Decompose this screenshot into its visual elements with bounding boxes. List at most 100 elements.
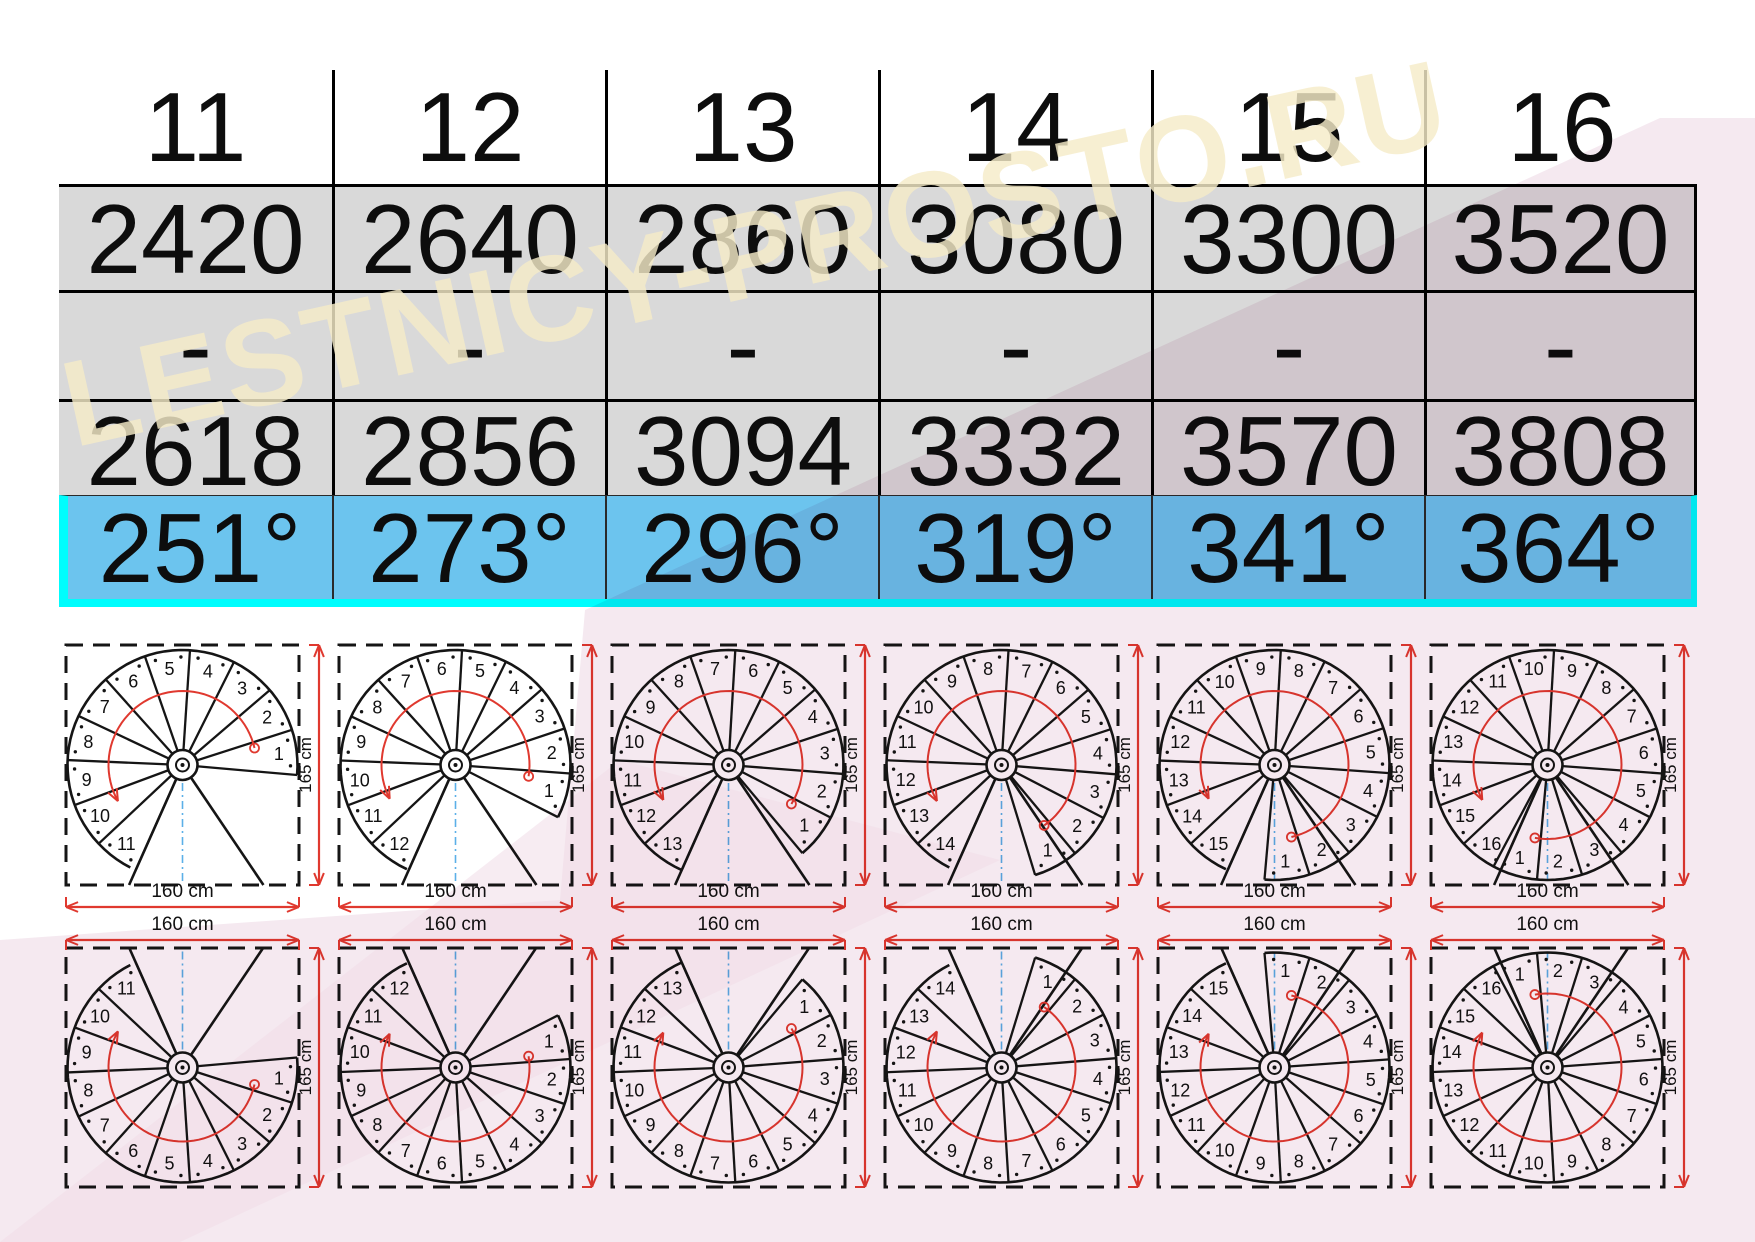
rotation-cell-value: 319° bbox=[914, 492, 1117, 603]
rotation-cell: 319° bbox=[878, 495, 1151, 599]
step-number: 1 bbox=[1043, 840, 1053, 860]
step-number: 3 bbox=[1090, 1031, 1100, 1051]
step-number: 6 bbox=[748, 1151, 758, 1171]
step-number: 7 bbox=[1627, 1106, 1637, 1126]
step-number: 3 bbox=[535, 707, 545, 727]
height-max-cell-value: 3094 bbox=[633, 396, 852, 506]
rotation-cell-value: 273° bbox=[368, 492, 571, 603]
step-number: 10 bbox=[90, 806, 110, 826]
step-number: 7 bbox=[1627, 707, 1637, 727]
height-max-cell: 3332 bbox=[878, 402, 1151, 500]
step-number: 12 bbox=[389, 834, 409, 854]
step-number: 7 bbox=[710, 1154, 720, 1174]
step-number: 6 bbox=[437, 1154, 447, 1174]
step-number: 10 bbox=[350, 1042, 370, 1062]
range-dash-cell: - bbox=[332, 293, 605, 399]
height-max-cell: 3570 bbox=[1151, 402, 1424, 500]
step-number: 9 bbox=[82, 1042, 92, 1062]
step-count-cell-value: 12 bbox=[415, 72, 525, 182]
step-number: 5 bbox=[1636, 781, 1646, 801]
range-dash-cell: - bbox=[1151, 293, 1424, 399]
step-number: 2 bbox=[547, 1070, 557, 1090]
step-number: 5 bbox=[165, 1154, 175, 1174]
step-number: 14 bbox=[1182, 806, 1202, 826]
step-number: 9 bbox=[1256, 1154, 1266, 1174]
step-count-cell-value: 11 bbox=[144, 72, 247, 182]
height-max-cell-value: 2856 bbox=[360, 396, 579, 506]
step-number: 5 bbox=[475, 661, 485, 681]
step-number: 6 bbox=[128, 671, 138, 691]
step-number: 2 bbox=[1072, 816, 1082, 836]
step-number: 2 bbox=[547, 743, 557, 763]
step-number: 10 bbox=[914, 697, 934, 717]
table-row-height-min: 2420 2640 2860 3080 3300 3520 bbox=[59, 184, 1697, 290]
step-number: 6 bbox=[1639, 1070, 1649, 1090]
height-max-cell-value: 3570 bbox=[1179, 396, 1398, 506]
height-dimension-label: 165 cm bbox=[842, 1040, 861, 1096]
step-number: 13 bbox=[1169, 1042, 1189, 1062]
step-number: 14 bbox=[935, 834, 955, 854]
step-number: 5 bbox=[783, 678, 793, 698]
width-dimension-label: 160 cm bbox=[697, 881, 759, 902]
range-dash-cell-value: - bbox=[1272, 291, 1306, 401]
step-number: 1 bbox=[799, 997, 809, 1017]
step-number: 11 bbox=[623, 770, 642, 790]
step-number: 1 bbox=[1515, 848, 1525, 868]
step-number: 9 bbox=[947, 672, 957, 692]
height-max-cell-value: 3332 bbox=[906, 396, 1125, 506]
width-dimension-label: 160 cm bbox=[1516, 881, 1578, 902]
height-dimension-label: 165 cm bbox=[1115, 737, 1134, 793]
step-number: 5 bbox=[475, 1151, 485, 1171]
height-min-cell-value: 2640 bbox=[360, 183, 579, 294]
step-number: 1 bbox=[274, 1068, 284, 1088]
step-number: 8 bbox=[983, 659, 993, 679]
step-number: 3 bbox=[1589, 840, 1599, 860]
step-number: 4 bbox=[1093, 1069, 1103, 1089]
step-number: 8 bbox=[83, 732, 93, 752]
range-dash-cell-value: - bbox=[1544, 291, 1577, 401]
step-number: 12 bbox=[636, 806, 656, 826]
step-number: 11 bbox=[1187, 1115, 1206, 1135]
height-dimension-label: 165 cm bbox=[296, 1040, 315, 1096]
step-number: 9 bbox=[645, 697, 655, 717]
step-number: 10 bbox=[624, 1080, 644, 1100]
step-number: 12 bbox=[896, 1042, 916, 1062]
height-dimension-label: 165 cm bbox=[569, 737, 588, 793]
step-number: 4 bbox=[1619, 815, 1629, 835]
step-number: 9 bbox=[947, 1141, 957, 1161]
step-number: 2 bbox=[817, 781, 827, 801]
step-count-cell: 16 bbox=[1424, 70, 1697, 184]
step-number: 10 bbox=[1215, 1141, 1235, 1161]
step-number: 6 bbox=[1353, 1106, 1363, 1126]
step-number: 4 bbox=[203, 1151, 213, 1171]
step-number: 9 bbox=[1567, 1151, 1577, 1171]
staircase-plan-bottom-11: 123 4 5 678 9 10 11 165 cm 160 cm bbox=[64, 914, 325, 1189]
rotation-cell-value: 251° bbox=[98, 492, 302, 603]
height-min-cell: 2860 bbox=[605, 187, 878, 290]
step-number: 3 bbox=[1589, 973, 1599, 993]
step-number: 6 bbox=[1056, 1134, 1066, 1154]
step-number: 5 bbox=[1081, 1105, 1091, 1125]
step-number: 8 bbox=[1601, 1135, 1611, 1155]
step-number: 2 bbox=[1317, 973, 1327, 993]
step-number: 11 bbox=[898, 1081, 917, 1101]
step-number: 16 bbox=[1481, 978, 1501, 998]
step-number: 12 bbox=[636, 1006, 656, 1026]
width-dimension-label: 160 cm bbox=[424, 881, 486, 902]
range-dash-cell: - bbox=[1424, 293, 1697, 399]
height-dimension-label: 165 cm bbox=[1388, 1040, 1407, 1096]
height-min-cell-value: 2420 bbox=[86, 183, 305, 294]
step-number: 11 bbox=[364, 1006, 383, 1026]
step-number: 12 bbox=[896, 770, 916, 790]
step-number: 13 bbox=[662, 834, 682, 854]
width-dimension-label: 160 cm bbox=[970, 914, 1032, 935]
step-count-cell: 15 bbox=[1151, 70, 1424, 184]
step-number: 10 bbox=[1524, 659, 1544, 679]
